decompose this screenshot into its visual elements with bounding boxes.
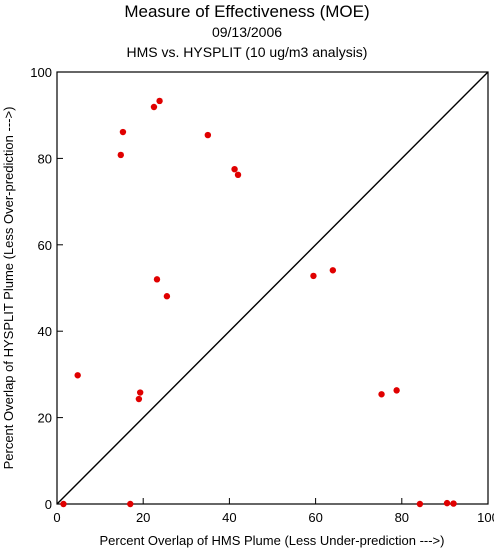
data-point: [378, 391, 385, 398]
data-point: [135, 395, 143, 403]
data-point: [117, 151, 124, 159]
y-tick-label: 0: [45, 497, 52, 512]
data-point: [234, 171, 242, 179]
data-point: [450, 500, 457, 507]
data-point: [153, 276, 161, 283]
x-axis-label: Percent Overlap of HMS Plume (Less Under…: [100, 533, 445, 548]
x-tick-label: 40: [222, 510, 236, 525]
y-tick-label: 20: [38, 411, 52, 426]
data-point: [416, 500, 424, 508]
x-tick-label: 20: [136, 510, 150, 525]
x-tick-label: 80: [395, 510, 409, 525]
data-point: [393, 387, 400, 394]
y-tick-label: 40: [38, 324, 52, 339]
data-point: [204, 131, 212, 139]
x-tick-label: 60: [308, 510, 322, 525]
x-axis-ticks: 0 20 40 60 80 100: [53, 498, 494, 525]
x-tick-label: 100: [477, 510, 494, 525]
data-point: [231, 166, 238, 173]
data-point: [443, 499, 451, 507]
data-points: [60, 97, 457, 508]
chart-subtitle: HMS vs. HYSPLIT (10 ug/m3 analysis): [127, 44, 368, 60]
chart-title: Measure of Effectiveness (MOE): [124, 2, 369, 21]
y-tick-label: 100: [30, 65, 52, 80]
y-axis-ticks: 0 20 40 60 80 100: [30, 65, 63, 512]
x-tick-label: 0: [53, 510, 60, 525]
one-to-one-line: [56, 71, 489, 505]
y-tick-label: 80: [38, 151, 52, 166]
data-point: [60, 500, 67, 508]
data-point: [136, 389, 144, 396]
data-point: [310, 272, 317, 280]
data-point: [150, 103, 158, 111]
data-point: [163, 293, 171, 300]
data-point: [156, 97, 163, 105]
plot-frame: [56, 71, 489, 505]
y-tick-label: 60: [38, 238, 52, 253]
y-axis-label: Percent Overlap of HYSPLIT Plume (Less O…: [1, 107, 16, 470]
chart-date: 09/13/2006: [212, 24, 282, 40]
data-point: [119, 128, 127, 136]
data-point: [74, 372, 81, 379]
data-point: [127, 500, 134, 508]
data-point: [329, 267, 337, 274]
